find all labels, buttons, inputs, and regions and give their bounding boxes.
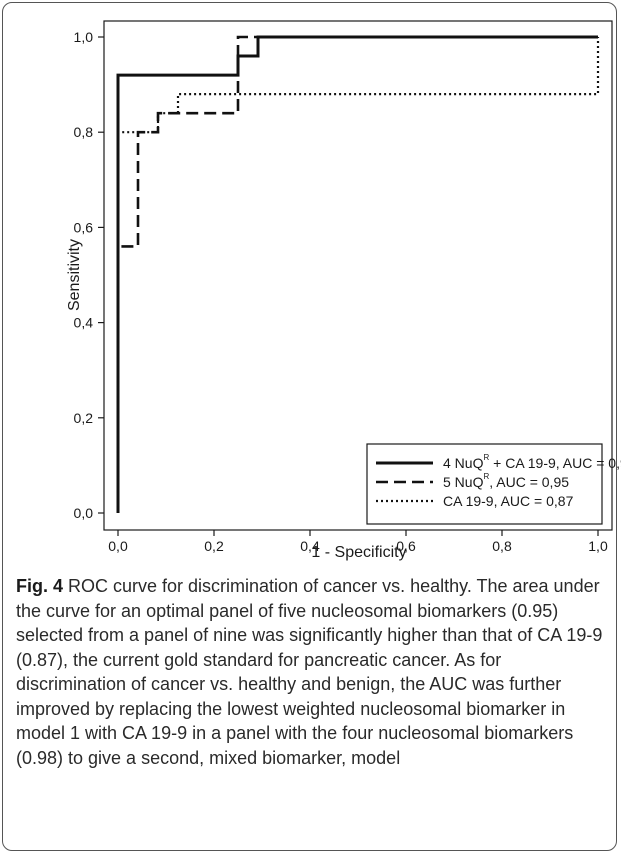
x-tick-label: 0,6 xyxy=(396,538,416,554)
legend: 4 NuQR + CA 19-9, AUC = 0,985 NuQR, AUC … xyxy=(366,443,621,525)
legend-label-main: 4 NuQ xyxy=(443,455,484,471)
x-tick-label: 0,4 xyxy=(300,538,320,554)
y-tick-label: 1,0 xyxy=(74,29,94,45)
y-axis-title: Sensitivity xyxy=(66,239,83,311)
legend-label-main: 5 NuQ xyxy=(443,474,484,490)
legend-label-rest: + CA 19-9, AUC = 0,98 xyxy=(489,455,621,471)
y-tick-label: 0,2 xyxy=(74,410,94,426)
series-layer xyxy=(116,35,600,513)
legend-label-1: 4 NuQR + CA 19-9, AUC = 0,98 xyxy=(443,453,621,471)
roc-chart: 0,0 0,2 0,4 0,6 0,8 1,0 0,0 0,2 0,4 0,6 0,8 1,0 1 … xyxy=(66,20,621,561)
caption-label: Fig. 4 xyxy=(16,576,64,596)
y-axis: 0,0 0,2 0,4 0,6 0,8 1,0 xyxy=(74,29,104,521)
y-tick-label: 0,0 xyxy=(74,505,94,521)
legend-label-sup: R xyxy=(483,453,489,462)
legend-label-main: CA 19-9, AUC = 0,87 xyxy=(443,493,574,509)
x-axis: 0,0 0,2 0,4 0,6 0,8 1,0 xyxy=(108,530,608,554)
legend-label-sup: R xyxy=(483,472,489,481)
figure-caption: Fig. 4 ROC curve for discrimination of c… xyxy=(16,574,606,770)
y-tick-label: 0,4 xyxy=(74,315,94,331)
x-axis-title: 1 - Specificity xyxy=(311,544,406,561)
y-tick-label: 0,6 xyxy=(74,219,94,235)
x-tick-label: 0,8 xyxy=(492,538,512,554)
series-line-1 xyxy=(116,35,598,513)
legend-label-2: 5 NuQR, AUC = 0,95 xyxy=(443,472,569,490)
legend-label-rest: , AUC = 0,95 xyxy=(489,474,569,490)
series-line-2 xyxy=(116,35,598,513)
legend-label-3: CA 19-9, AUC = 0,87 xyxy=(443,493,574,509)
x-tick-label: 0,0 xyxy=(108,538,128,554)
caption-text: ROC curve for discrimination of cancer v… xyxy=(16,576,603,768)
series-line-3 xyxy=(116,37,600,513)
x-tick-label: 1,0 xyxy=(588,538,608,554)
x-tick-label: 0,2 xyxy=(204,538,224,554)
y-tick-label: 0,8 xyxy=(74,124,94,140)
legend-box xyxy=(366,443,603,525)
plot-frame xyxy=(103,20,613,531)
